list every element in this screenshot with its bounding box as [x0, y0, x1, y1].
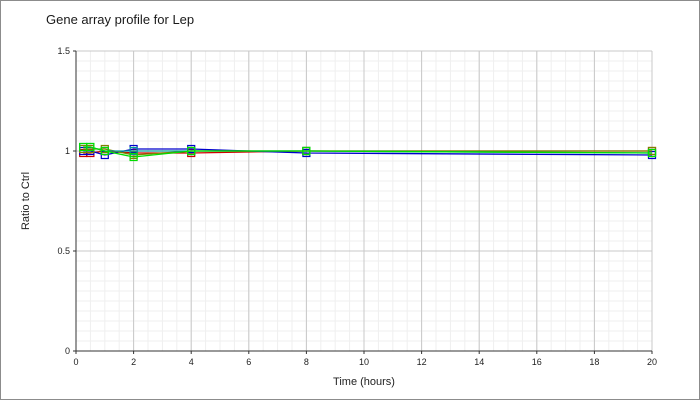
chart-title: Gene array profile for Lep [46, 12, 195, 27]
x-axis-title: Time (hours) [333, 376, 395, 388]
x-tick-label: 12 [417, 357, 427, 367]
y-tick-label: 1.5 [57, 46, 70, 56]
x-tick-label: 4 [189, 357, 194, 367]
x-tick-label: 20 [647, 357, 657, 367]
y-tick-label: 1 [65, 146, 70, 156]
y-axis-title: Ratio to Ctrl [20, 172, 32, 230]
series-5-point [86, 142, 95, 152]
x-tick-label: 14 [474, 357, 484, 367]
series-5-point [100, 146, 109, 156]
x-tick-label: 16 [532, 357, 542, 367]
x-tick-label: 8 [304, 357, 309, 367]
x-tick-label: 18 [589, 357, 599, 367]
series-5-point [647, 148, 657, 158]
series-5-point [187, 146, 196, 156]
x-tick-label: 0 [73, 357, 78, 367]
x-tick-label: 10 [359, 357, 369, 367]
y-tick-label: 0 [65, 346, 70, 356]
series-5-point [129, 152, 138, 162]
x-tick-label: 2 [131, 357, 136, 367]
y-tick-label: 0.5 [57, 246, 70, 256]
series-line-5 [83, 146, 653, 158]
series-4-point [129, 146, 138, 156]
series-5-point [302, 146, 311, 156]
x-tick-label: 6 [246, 357, 251, 367]
